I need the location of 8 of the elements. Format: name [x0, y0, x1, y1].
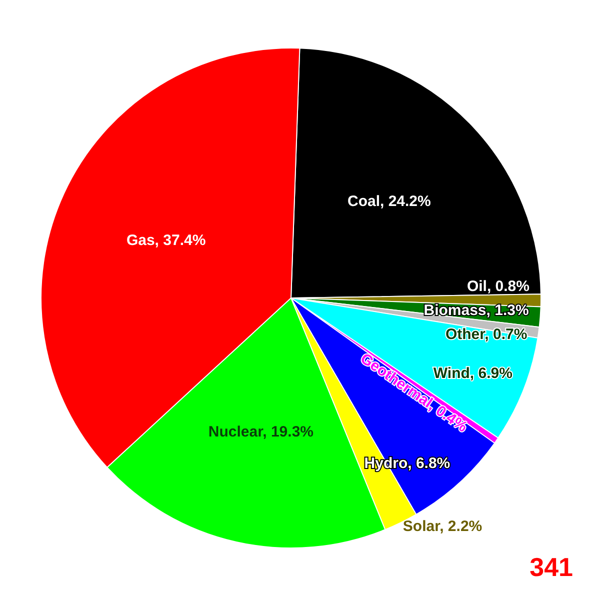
slice-label: Coal, 24.2% [347, 193, 431, 210]
text: 341 [530, 552, 574, 582]
slice-label: Biomass, 1.3% [424, 302, 529, 319]
slice-label: Nuclear, 19.3% [208, 424, 314, 441]
slice-label: Gas, 37.4% [126, 232, 206, 250]
slice-label: Wind, 6.9% [433, 364, 512, 382]
slice-label: Oil, 0.8% [466, 278, 530, 295]
slice-label: Solar, 2.2% [402, 518, 482, 536]
